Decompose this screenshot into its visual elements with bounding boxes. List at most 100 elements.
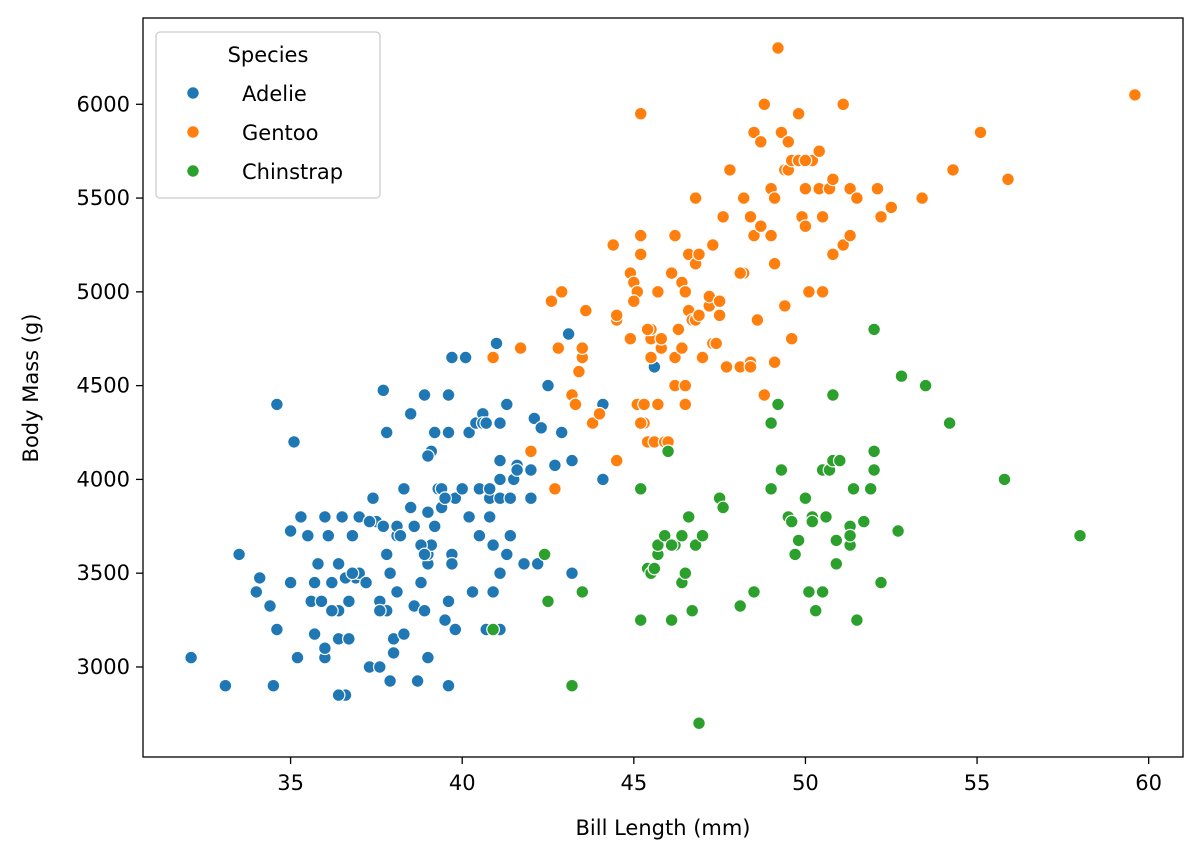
point-chinstrap-2 — [541, 594, 555, 609]
point-chinstrap-37 — [802, 585, 816, 599]
point-gentoo-39 — [668, 350, 682, 365]
point-gentoo-37 — [664, 266, 679, 281]
y-axis-ticks: 3000 3500 4000 4500 5000 5500 6000 — [77, 92, 143, 679]
x-tick-label: 45 — [620, 771, 647, 795]
point-gentoo-104 — [843, 228, 857, 243]
point-gentoo-116 — [633, 416, 648, 431]
point-adelie-97 — [596, 472, 610, 487]
point-adelie-93 — [548, 458, 562, 473]
point-gentoo-90 — [798, 181, 813, 196]
point-adelie-128 — [376, 519, 391, 534]
point-gentoo-74 — [757, 388, 772, 402]
point-chinstrap-66 — [1073, 528, 1087, 543]
point-gentoo-85 — [784, 331, 799, 346]
point-chinstrap-52 — [843, 528, 857, 543]
point-gentoo-40 — [668, 228, 682, 243]
point-adelie-143 — [345, 566, 360, 581]
point-gentoo-3 — [544, 294, 559, 309]
point-gentoo-87 — [791, 106, 806, 121]
point-gentoo-78 — [767, 256, 782, 271]
point-gentoo-113 — [1127, 87, 1142, 102]
point-adelie-4 — [252, 571, 267, 585]
legend-label-gentoo: Gentoo — [242, 121, 318, 145]
point-chinstrap-57 — [867, 463, 881, 477]
legend-label-adelie: Adelie — [242, 82, 307, 106]
point-adelie-79 — [482, 510, 497, 524]
point-chinstrap-53 — [846, 481, 861, 496]
point-gentoo-110 — [946, 162, 960, 177]
point-gentoo-72 — [753, 134, 768, 149]
point-adelie-31 — [345, 528, 360, 543]
point-adelie-10 — [283, 524, 298, 538]
point-chinstrap-30 — [771, 397, 785, 412]
point-adelie-6 — [266, 678, 281, 693]
point-gentoo-128 — [712, 294, 727, 309]
point-adelie-73 — [462, 425, 477, 440]
point-adelie-58 — [421, 505, 435, 520]
point-adelie-29 — [342, 594, 356, 609]
point-adelie-115 — [421, 650, 435, 665]
point-gentoo-71 — [753, 219, 768, 234]
point-gentoo-62 — [723, 162, 737, 177]
point-gentoo-45 — [678, 397, 693, 412]
point-chinstrap-58 — [867, 322, 881, 337]
point-adelie-90 — [530, 556, 545, 571]
x-tick-label: 50 — [792, 771, 819, 795]
point-gentoo-55 — [705, 238, 720, 252]
point-chinstrap-39 — [805, 514, 820, 529]
point-gentoo-119 — [678, 378, 693, 393]
plot-frame — [142, 17, 1184, 758]
point-adelie-127 — [462, 510, 477, 524]
x-axis-label: Bill Length (mm) — [576, 816, 751, 840]
point-adelie-71 — [455, 481, 470, 496]
point-adelie-46 — [386, 646, 401, 660]
point-adelie-122 — [421, 449, 435, 463]
point-gentoo-25 — [633, 247, 648, 262]
legend-items: Adelie Gentoo Chinstrap — [186, 82, 343, 184]
point-adelie-138 — [441, 425, 456, 440]
point-gentoo-26 — [633, 228, 648, 243]
point-adelie-44 — [383, 566, 398, 581]
point-adelie-101 — [379, 425, 394, 440]
point-adelie-113 — [486, 538, 501, 552]
point-adelie-55 — [414, 575, 428, 590]
points-layer — [184, 41, 1142, 731]
point-adelie-92 — [541, 378, 555, 393]
point-gentoo-107 — [874, 209, 888, 224]
point-chinstrap-19 — [681, 510, 696, 524]
series-adelie — [184, 327, 675, 702]
point-adelie-17 — [311, 556, 325, 571]
point-gentoo-67 — [743, 209, 758, 224]
x-tick-label: 35 — [277, 771, 304, 795]
point-gentoo-122 — [764, 228, 778, 243]
point-adelie-40 — [372, 660, 387, 674]
point-gentoo-109 — [915, 191, 929, 206]
point-gentoo-61 — [719, 360, 734, 374]
point-adelie-54 — [410, 674, 425, 688]
point-adelie-102 — [427, 425, 442, 440]
point-adelie-23 — [324, 575, 339, 590]
point-chinstrap-21 — [688, 538, 703, 552]
point-adelie-94 — [554, 425, 569, 440]
point-adelie-50 — [393, 528, 408, 543]
point-adelie-82 — [493, 472, 507, 487]
point-chinstrap-65 — [997, 472, 1012, 487]
point-gentoo-121 — [733, 266, 748, 281]
y-tick-label: 5000 — [77, 280, 130, 304]
point-adelie-136 — [417, 388, 432, 402]
point-gentoo-130 — [572, 364, 586, 379]
point-gentoo-120 — [695, 350, 710, 365]
point-adelie-74 — [465, 585, 480, 599]
point-adelie-117 — [503, 491, 518, 506]
point-gentoo-5 — [551, 341, 566, 356]
point-gentoo-58 — [712, 308, 727, 323]
point-chinstrap-12 — [657, 528, 672, 543]
point-gentoo-49 — [688, 191, 703, 206]
x-axis-ticks: 35 40 45 50 55 60 — [277, 757, 1162, 795]
point-chinstrap-4 — [575, 585, 590, 599]
point-gentoo-108 — [884, 200, 899, 215]
point-adelie-108 — [441, 388, 456, 402]
point-gentoo-133 — [692, 247, 706, 262]
point-gentoo-18 — [609, 308, 624, 323]
point-adelie-80 — [486, 585, 501, 599]
